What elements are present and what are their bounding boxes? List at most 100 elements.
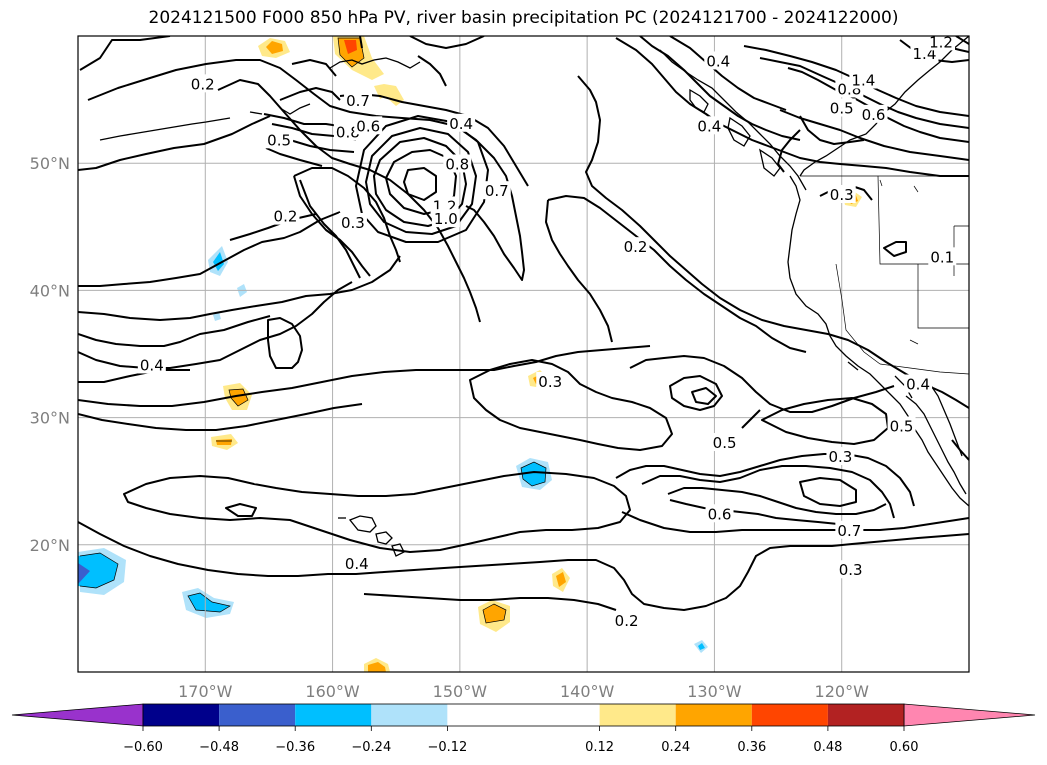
contour-label: 0.4 [704, 51, 733, 70]
colorbar-tick-label: 0.12 [585, 740, 614, 755]
colorbar-tick-label: −0.48 [199, 740, 239, 755]
contour-label-text: 0.8 [445, 155, 469, 173]
contour-label-text: 0.4 [140, 356, 164, 374]
colorbar-segment [827, 704, 904, 726]
contour-label-text: 0.3 [829, 448, 853, 466]
contour-label-text: 0.4 [906, 376, 930, 394]
contour-label: 0.1 [928, 247, 957, 266]
contour-label: 0.4 [904, 374, 933, 394]
contour-label: 1.0 [431, 209, 460, 228]
colorbar-segment [675, 704, 752, 726]
contour-label-text: 0.2 [274, 208, 298, 226]
contour-label-text: 0.4 [449, 115, 473, 133]
contour-label: 0.7 [344, 90, 373, 110]
colorbar-tick-label: −0.24 [351, 740, 391, 755]
colorbar-extend-high [903, 703, 1036, 727]
contour-label: 0.4 [137, 355, 166, 374]
colorbar-tick-label: −0.60 [123, 740, 163, 755]
lat-tick-label: 40°N [30, 281, 70, 300]
colorbar-tick-label: 0.48 [813, 740, 842, 755]
contour-label-text: 1.0 [434, 210, 458, 228]
contour-label-text: 0.5 [830, 100, 854, 118]
political-borders [800, 175, 969, 375]
colorbar-segment [143, 704, 220, 726]
contour-label-text: 0.8 [336, 124, 360, 142]
lon-tick-label: 130°W [687, 682, 742, 701]
contour-label-text: 1.4 [851, 72, 875, 90]
contour-label-text: 0.5 [267, 131, 291, 149]
colorbar-segment [751, 704, 828, 726]
contour-labels: 0.2 0.5 0.8 0.7 0.6 0.4 0.8 0.7 1.2 1.0 0.2 0.3 0.2 0… [137, 33, 957, 630]
colorbar-tick-label: 0.60 [890, 740, 919, 755]
colorbar-tick-label: 0.36 [737, 740, 766, 755]
shading-outlines [79, 37, 547, 624]
colorbar-segment [295, 704, 372, 726]
contour-label-text: 0.6 [356, 117, 380, 135]
contour-label: 0.2 [271, 206, 300, 226]
contour-label: 1.2 [926, 33, 955, 51]
contour-label: 0.6 [354, 116, 383, 135]
contour-label-text: 0.3 [830, 186, 854, 204]
lon-tick-label: 160°W [305, 682, 360, 701]
contour-label-text: 0.4 [345, 555, 369, 573]
contour-label: 0.3 [536, 371, 565, 391]
colorbar-frame [142, 703, 905, 727]
contour-label-text: 0.6 [708, 505, 732, 523]
contour-label: 0.3 [836, 560, 865, 579]
colorbar-tick-label: 0.24 [661, 740, 690, 755]
axis-labels: 170°W 160°W 150°W 140°W 130°W 120°W 50°N 40°N 30… [30, 154, 869, 701]
contour-label: 0.3 [826, 447, 855, 466]
contour-label: 0.8 [443, 154, 472, 173]
colorbar-extend-low [11, 703, 144, 727]
lon-tick-label: 170°W [178, 682, 233, 701]
contour-label: 0.5 [827, 98, 856, 118]
contour-label: 0.5 [710, 433, 739, 452]
contour-label-text: 0.7 [837, 522, 861, 540]
colorbar: −0.60 −0.48 −0.36 −0.24 −0.12 0.12 0.24 0.36 0.4… [11, 703, 1036, 755]
contour-label: 1.4 [849, 70, 878, 90]
colorbar-tick-label: −0.12 [427, 740, 467, 755]
contour-label-text: 0.4 [706, 52, 730, 70]
contour-label: 0.5 [265, 130, 294, 149]
colorbar-segment [447, 704, 600, 726]
lon-tick-label: 140°W [560, 682, 615, 701]
colorbar-segment [219, 704, 296, 726]
contour-label: 0.4 [695, 116, 724, 135]
map-title: 2024121500 F000 850 hPa PV, river basin … [148, 8, 899, 28]
contour-label: 0.5 [887, 416, 916, 436]
contour-label-text: 0.1 [930, 248, 954, 266]
contour-label-text: 0.3 [839, 561, 863, 579]
lat-tick-label: 20°N [30, 536, 70, 555]
lat-tick-label: 30°N [30, 409, 70, 428]
contour-label-text: 0.5 [890, 418, 914, 436]
map-gridlines [78, 36, 969, 672]
contour-label: 0.3 [338, 212, 367, 232]
lon-tick-label: 120°W [815, 682, 870, 701]
contour-label-text: 1.2 [929, 33, 953, 51]
contour-label-text: 0.3 [341, 214, 365, 232]
contour-label-text: 0.2 [191, 75, 215, 93]
contour-label-text: 0.6 [862, 106, 886, 124]
contour-label-text: 0.4 [697, 117, 721, 135]
contour-label: 0.3 [827, 185, 856, 204]
contour-label: 0.6 [859, 104, 888, 124]
colorbar-segment [371, 704, 448, 726]
contour-label: 0.6 [705, 504, 734, 523]
contour-label-text: 0.7 [346, 92, 370, 110]
map-plot-area: 0.2 0.5 0.8 0.7 0.6 0.4 0.8 0.7 1.2 1.0 0.2 0.3 0.2 0… [78, 33, 969, 672]
map-frame [77, 35, 970, 673]
contour-label: 0.7 [482, 181, 511, 200]
contour-label-text: 0.2 [615, 612, 639, 630]
lon-tick-label: 150°W [433, 682, 488, 701]
colorbar-tick-label: −0.36 [275, 740, 315, 755]
contour-label: 0.2 [621, 237, 650, 256]
contour-label-text: 0.3 [538, 373, 562, 391]
contour-label: 0.7 [835, 520, 864, 540]
lat-tick-label: 50°N [30, 154, 70, 173]
colorbar-segment [599, 704, 676, 726]
pv-contours [78, 36, 969, 611]
contour-label: 0.4 [342, 553, 371, 573]
contour-label: 0.4 [447, 113, 476, 133]
contour-label-text: 0.5 [713, 434, 737, 452]
